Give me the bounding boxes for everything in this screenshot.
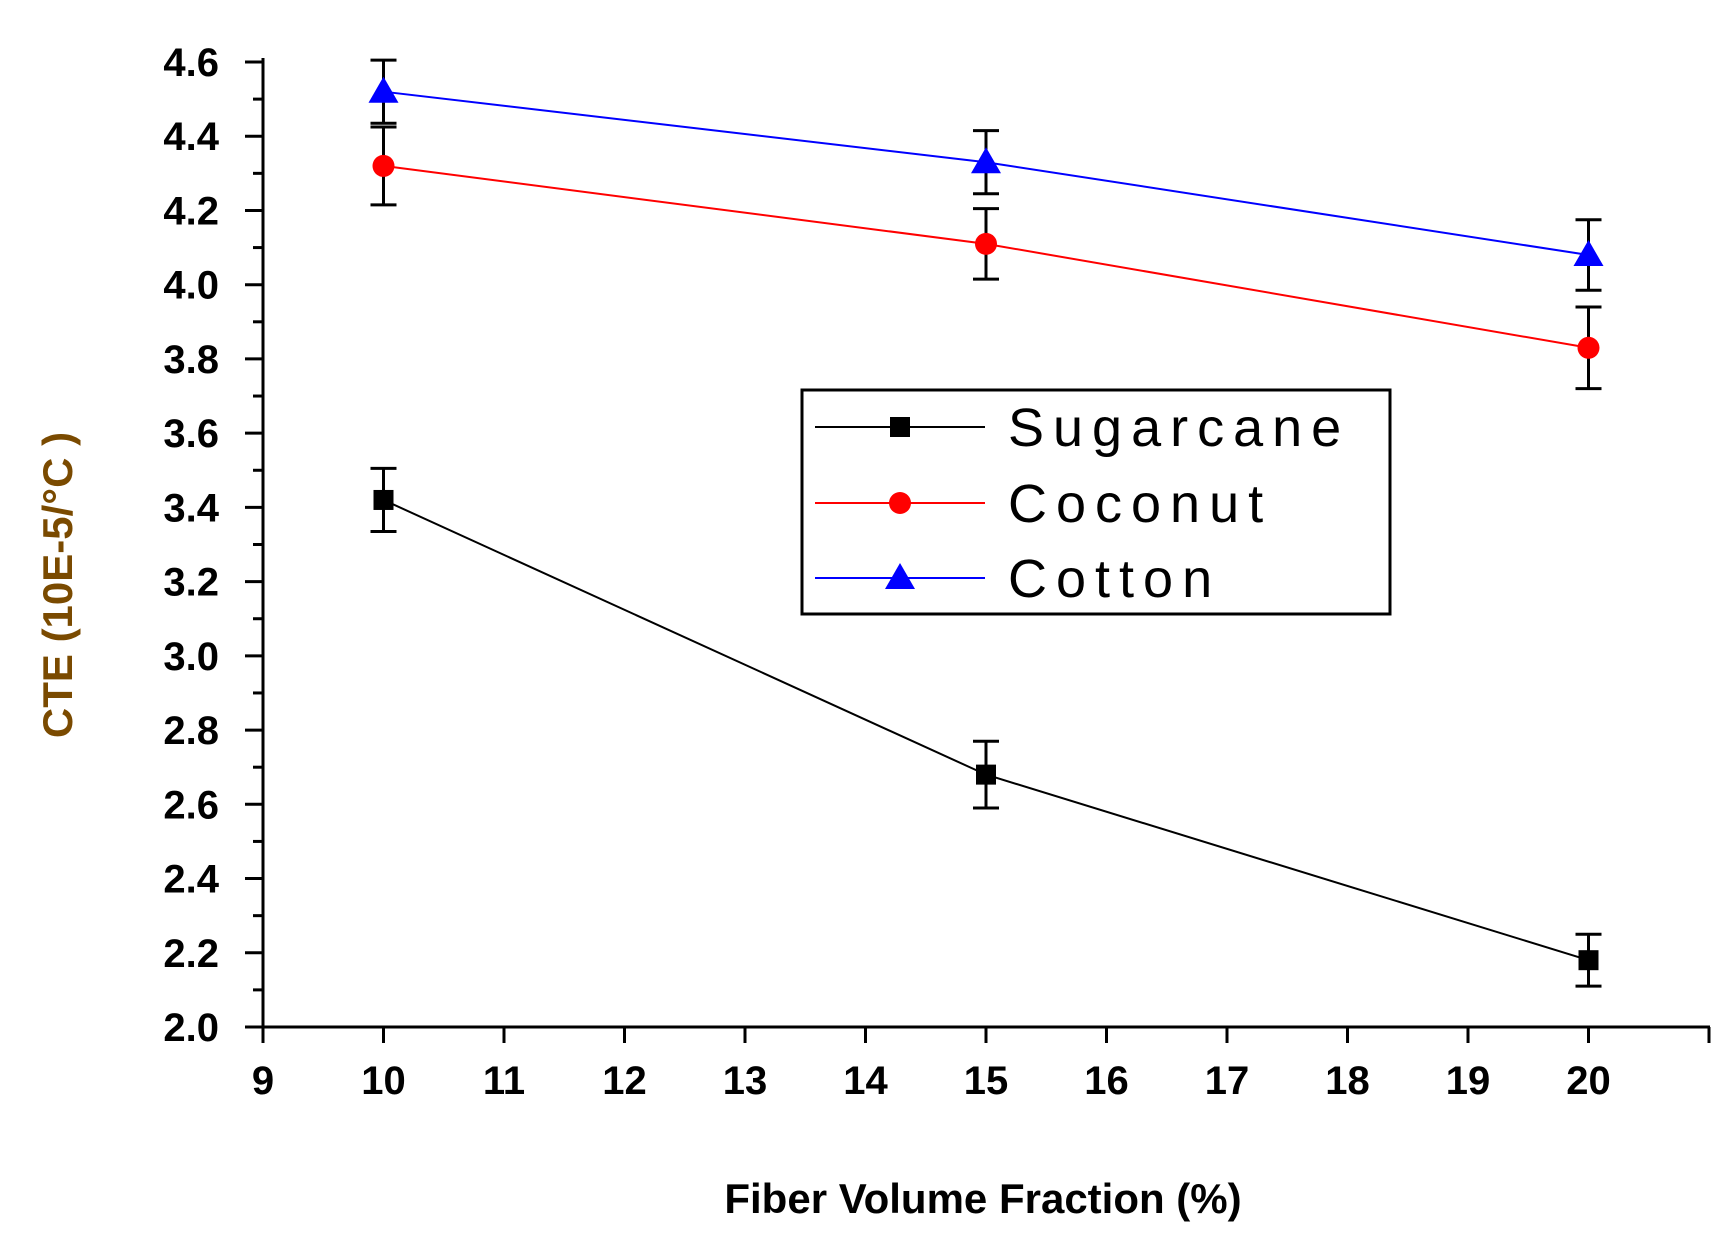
series-layer	[368, 58, 1604, 988]
x-tick-label: 18	[1325, 1059, 1370, 1103]
coconut-point	[975, 232, 997, 255]
series-sugarcane	[370, 466, 1602, 988]
x-axis-title: Fiber Volume Fraction (%)	[724, 1175, 1241, 1222]
cotton-point	[971, 147, 1001, 174]
legend-marker-cotton	[885, 563, 915, 589]
legend-label-sugarcane: Sugarcane	[1008, 398, 1350, 458]
x-tick-label: 9	[252, 1059, 274, 1103]
legend-marker-coconut	[889, 492, 911, 514]
coconut-point	[1577, 336, 1600, 359]
y-tick-label: 3.0	[163, 635, 219, 679]
x-tick-label: 19	[1446, 1059, 1491, 1103]
x-tick-label: 16	[1084, 1059, 1129, 1103]
series-cotton	[368, 58, 1604, 292]
y-tick-label: 4.2	[163, 189, 219, 233]
x-tick-label: 10	[361, 1059, 406, 1103]
y-tick-label: 4.0	[163, 264, 219, 308]
legend-marker-sugarcane	[890, 417, 910, 437]
y-tick-label: 2.8	[163, 709, 219, 753]
sugarcane-point	[373, 489, 394, 510]
x-tick-label: 12	[602, 1059, 647, 1103]
cotton-point	[368, 76, 399, 103]
coconut-point	[372, 154, 395, 177]
x-tick-label: 11	[483, 1059, 525, 1103]
y-tick-label: 4.4	[163, 115, 219, 159]
legend-label-coconut: Coconut	[1008, 474, 1272, 534]
y-tick-label: 3.2	[163, 561, 219, 605]
x-tick-label: 14	[843, 1059, 888, 1103]
legend: Sugarcane Coconut Cotton	[800, 388, 1392, 616]
y-tick-label: 2.0	[163, 1006, 219, 1050]
ticks: 2.0 2.2 2.4 2.6 2.8 3.0 3.2 3.4 3.6 3.8 4.0 4.2 4.4 4…	[163, 41, 1711, 1103]
series-coconut	[370, 125, 1602, 391]
y-tick-label: 2.2	[163, 932, 219, 976]
y-tick-label: 3.4	[163, 486, 219, 530]
sugarcane-point	[976, 764, 996, 785]
y-tick-label: 3.6	[163, 412, 219, 456]
y-tick-label: 4.6	[163, 41, 219, 85]
y-tick-label: 2.4	[163, 858, 219, 902]
y-tick-label: 3.8	[163, 338, 219, 382]
x-tick-label: 15	[964, 1059, 1009, 1103]
cotton-point	[1573, 240, 1604, 266]
y-axis-title: CTE (10E-5/°C )	[34, 432, 81, 738]
x-tick-label: 13	[723, 1059, 768, 1103]
x-tick-label: 17	[1205, 1059, 1250, 1103]
legend-label-cotton: Cotton	[1008, 549, 1221, 609]
sugarcane-point	[1578, 950, 1599, 971]
y-tick-label: 2.6	[163, 783, 219, 827]
x-tick-label: 20	[1566, 1059, 1611, 1103]
